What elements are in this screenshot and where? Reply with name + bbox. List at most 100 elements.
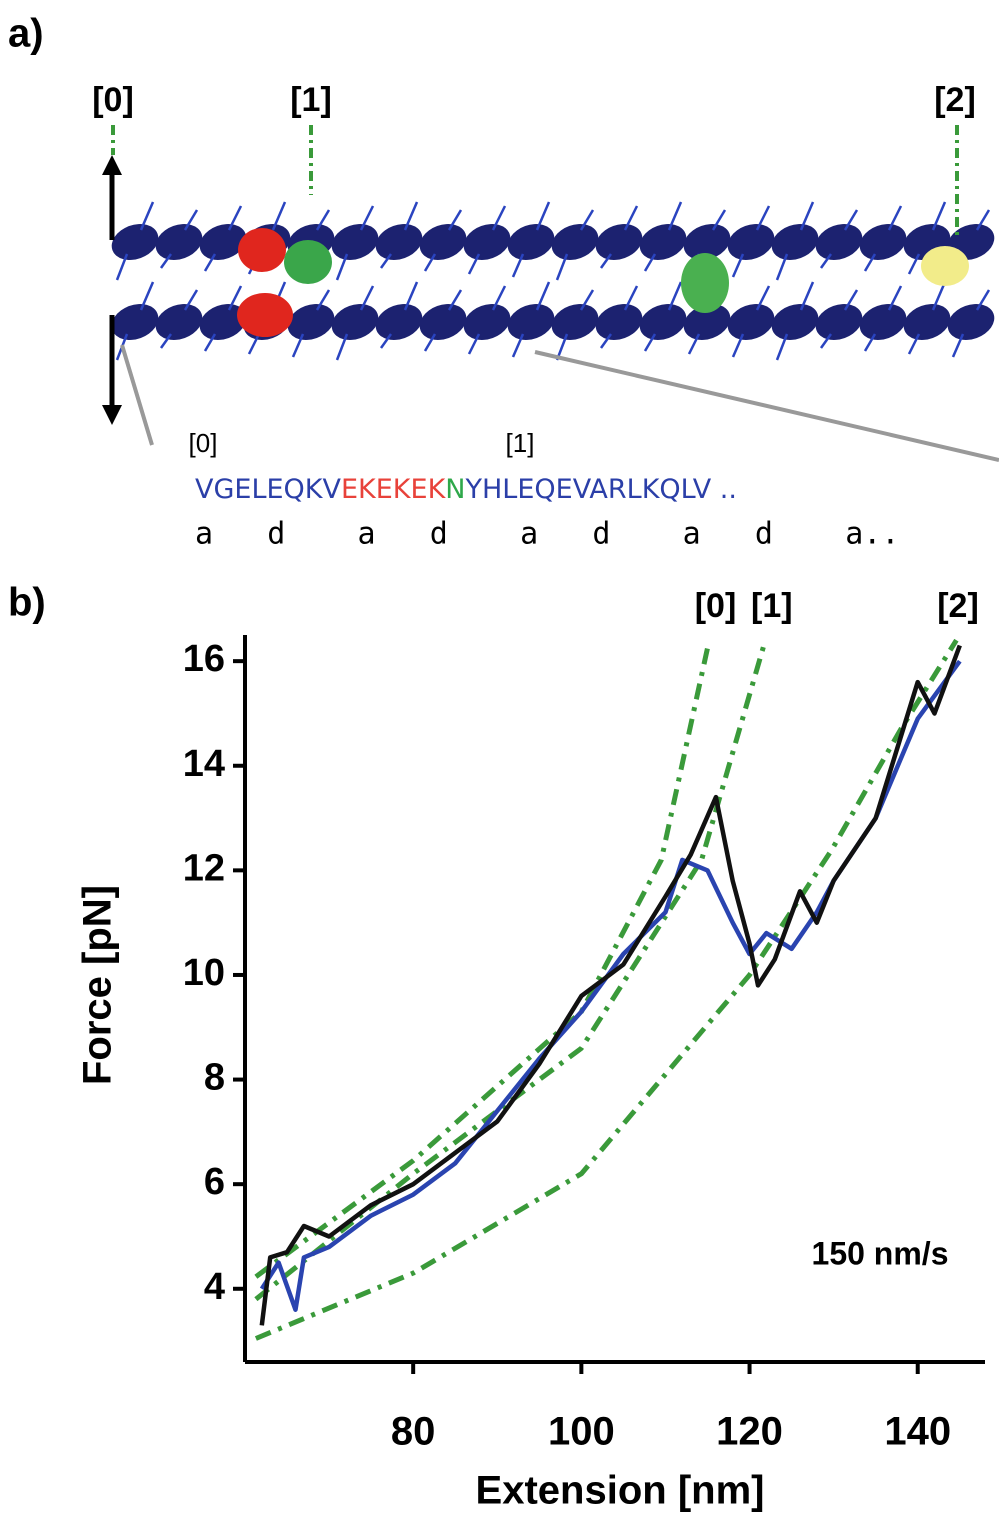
fit-curve <box>254 638 959 1341</box>
side-chain <box>335 253 349 281</box>
side-chain <box>951 333 965 358</box>
curve-label: [1] <box>751 587 793 625</box>
panel-label: b) <box>8 581 46 625</box>
side-chain <box>775 333 789 361</box>
helix-turn <box>199 304 247 340</box>
side-chain <box>931 281 947 311</box>
force-trace <box>259 644 962 1326</box>
helix-turn <box>683 304 731 340</box>
side-chain <box>159 333 173 349</box>
helix-turn <box>375 224 423 260</box>
sequence-segment: .. <box>711 474 737 505</box>
side-chain <box>843 289 859 311</box>
helix-turn <box>155 224 203 260</box>
side-chain <box>555 253 569 281</box>
sequence-segment: VGELEQKV <box>195 474 342 505</box>
side-chain <box>467 333 481 355</box>
helix-turn <box>727 304 775 340</box>
side-chain <box>579 209 595 231</box>
side-chain <box>139 281 155 311</box>
side-chain <box>755 285 771 311</box>
side-chain <box>799 201 815 231</box>
side-chain <box>359 205 375 231</box>
side-chain <box>535 201 551 231</box>
helix-turn <box>199 224 247 260</box>
side-chain <box>203 333 217 352</box>
side-chain <box>887 205 903 231</box>
side-chain <box>183 209 199 231</box>
helix-turn <box>815 224 863 260</box>
side-chain <box>227 205 243 231</box>
side-chain <box>667 201 683 231</box>
helix-turn <box>639 304 687 340</box>
annotation: 150 nm/s <box>812 1235 949 1271</box>
side-chain <box>599 253 613 269</box>
side-chain <box>687 333 701 355</box>
terminal-sphere <box>921 246 969 286</box>
side-chain <box>775 253 789 281</box>
red-residues <box>238 228 286 272</box>
helix-turn <box>947 304 995 340</box>
sequence-segment: EKEKEK <box>341 474 447 505</box>
side-chain <box>359 285 375 311</box>
helix-turn <box>507 304 555 340</box>
side-chain <box>403 201 419 231</box>
side-chain <box>423 253 437 272</box>
force-trace <box>259 659 962 1312</box>
helix-turn <box>287 304 335 340</box>
side-chain <box>535 281 551 311</box>
y-tick-label: 16 <box>183 638 225 680</box>
sequence: VGELEQKVEKEKEKNYHLEQEVARLKQLV .. <box>195 474 737 505</box>
side-chain <box>379 253 393 269</box>
side-chain <box>227 285 243 311</box>
side-chain <box>423 333 437 352</box>
side-chain <box>599 333 613 349</box>
marker-label: [0] <box>92 81 134 119</box>
y-tick-label: 4 <box>204 1266 225 1308</box>
sequence-marker: [0] <box>189 428 218 458</box>
side-chain <box>335 333 349 361</box>
helix-turn <box>859 224 907 260</box>
curve-label: [2] <box>937 587 979 625</box>
zoom-line <box>120 344 154 446</box>
side-chain <box>931 201 947 231</box>
side-chain <box>887 285 903 311</box>
helix-turn <box>727 224 775 260</box>
helix-turn <box>155 304 203 340</box>
side-chain <box>115 253 129 281</box>
helix-turn <box>771 224 819 260</box>
side-chain <box>975 289 991 311</box>
fit-curve <box>254 647 710 1279</box>
asn-sphere <box>284 240 332 284</box>
side-chain <box>183 289 199 311</box>
helix-turn <box>375 304 423 340</box>
side-chain <box>379 333 393 349</box>
heptad: a d a d a d a d a.. <box>195 517 899 552</box>
helix-turn <box>771 304 819 340</box>
helix-turn <box>903 304 951 340</box>
side-chain <box>447 209 463 231</box>
side-chain <box>403 281 419 311</box>
x-tick-label: 140 <box>884 1410 951 1454</box>
side-chain <box>491 205 507 231</box>
y-tick-label: 12 <box>183 847 225 889</box>
sequence-segment: YHLEQEVARLKQLV <box>464 474 711 505</box>
helix-turn <box>419 304 467 340</box>
side-chain <box>623 285 639 311</box>
helix-turn <box>463 304 511 340</box>
side-chain <box>315 209 331 231</box>
helix-turn <box>551 304 599 340</box>
side-chain <box>907 253 921 275</box>
molecule <box>102 125 999 462</box>
side-chain <box>731 333 745 358</box>
side-chain <box>667 281 683 311</box>
y-tick-label: 8 <box>204 1057 225 1099</box>
y-tick-label: 14 <box>183 743 225 785</box>
side-chain <box>975 209 991 231</box>
side-chain <box>755 205 771 231</box>
helix-turn <box>331 224 379 260</box>
x-tick-label: 80 <box>391 1410 436 1454</box>
side-chain <box>247 333 261 355</box>
marker-label: [2] <box>934 81 976 119</box>
